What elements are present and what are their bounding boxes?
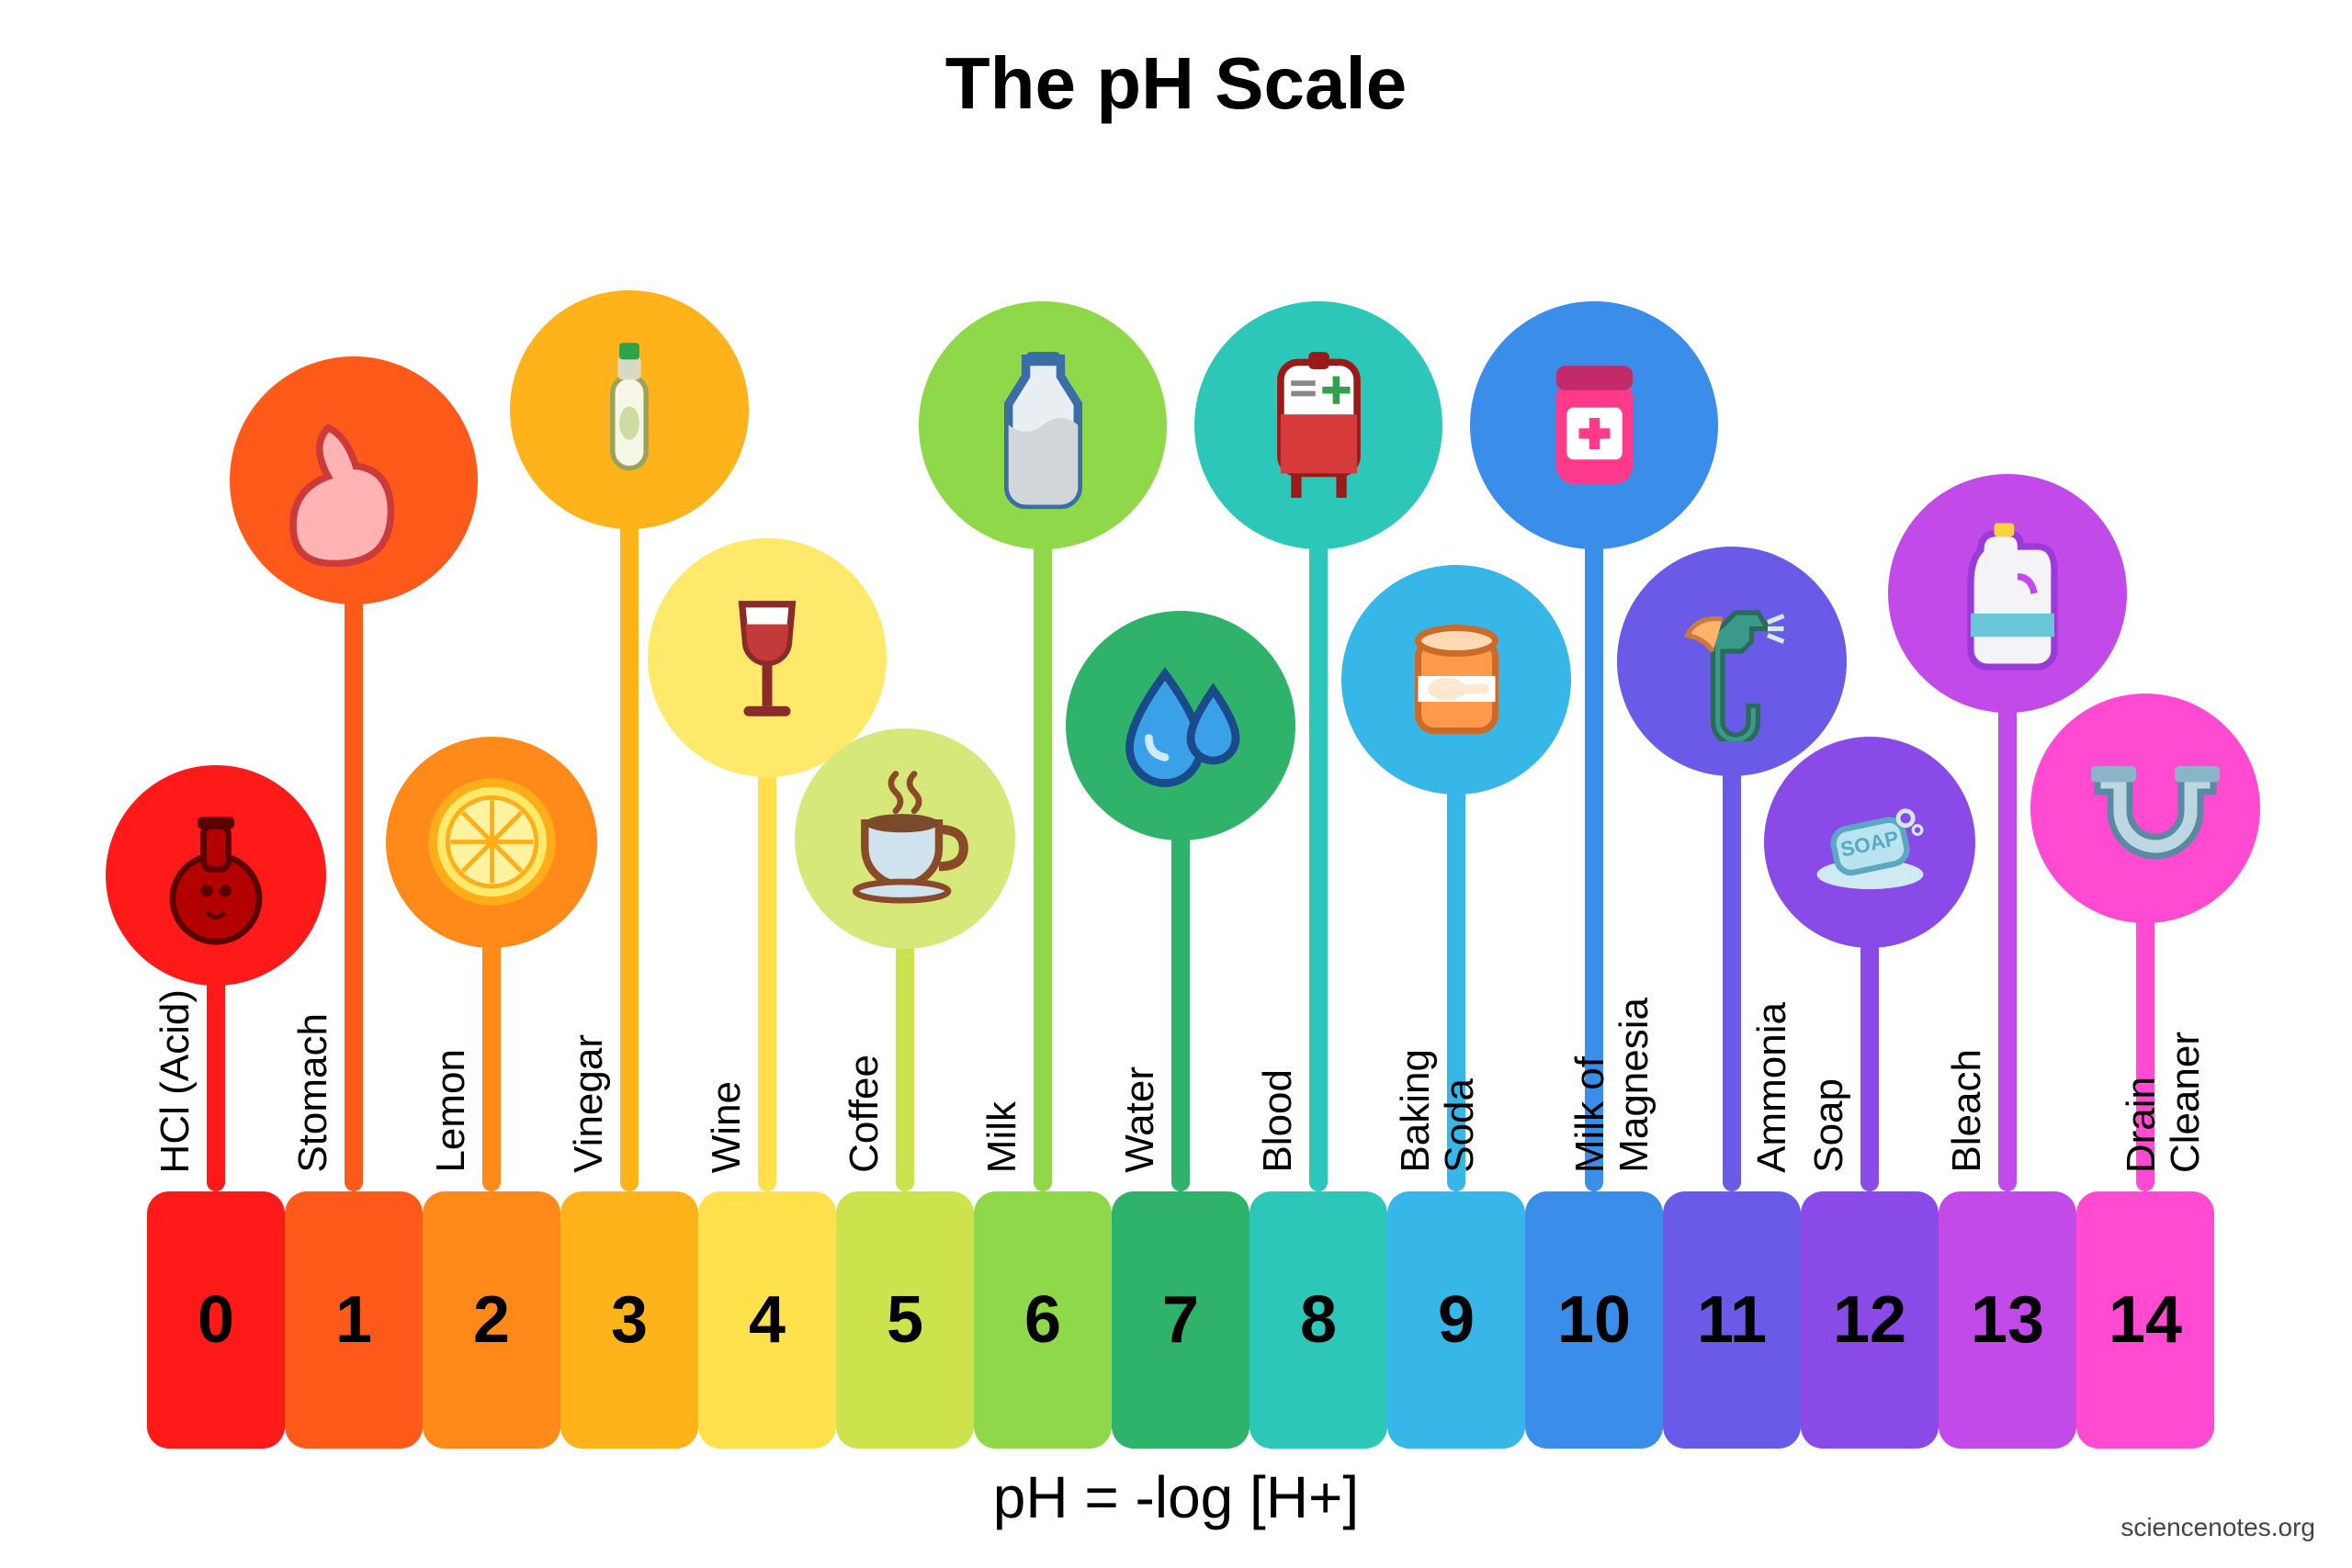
page-title: The pH Scale [945, 41, 1407, 126]
ph-number-6: 6 [1024, 1282, 1061, 1358]
ph-number-11: 11 [1697, 1282, 1767, 1358]
stem-6 [1034, 512, 1052, 1191]
ph-cell-3: 3 Vinegar [560, 1191, 698, 1449]
flask-icon [139, 798, 293, 953]
bubble-10 [1470, 301, 1718, 549]
ph-cell-4: 4 Wine [698, 1191, 836, 1449]
label-1: Stomach [290, 1013, 336, 1173]
ph-cell-9: 9 BakingSoda [1387, 1191, 1525, 1449]
bubble-1 [230, 356, 478, 604]
ph-number-2: 2 [473, 1282, 510, 1358]
stem-4 [758, 741, 776, 1191]
water-icon [1101, 645, 1261, 806]
ph-cell-14: 14 CleanerDrain [2076, 1191, 2214, 1449]
ph-cell-5: 5 Coffee [836, 1191, 974, 1449]
stomach-icon [267, 393, 441, 567]
label-7: Water [1117, 1066, 1163, 1173]
bleach-icon [1924, 510, 2091, 677]
coffee-icon [828, 761, 982, 916]
label-6: Milk [979, 1101, 1025, 1173]
bubble-9 [1341, 565, 1571, 795]
ph-cell-1: 1 Stomach [285, 1191, 423, 1449]
ph-cell-13: 13 Bleach [1939, 1191, 2076, 1449]
label-9: Soda [1437, 1078, 1483, 1173]
ph-number-10: 10 [1557, 1282, 1631, 1358]
label-4: Wine [704, 1081, 750, 1173]
bubble-7 [1066, 611, 1295, 840]
ph-number-0: 0 [198, 1282, 234, 1358]
bubble-2 [386, 737, 597, 948]
ph-number-8: 8 [1300, 1282, 1337, 1358]
bubble-11 [1617, 547, 1847, 776]
stem-2 [482, 916, 501, 1191]
soap-icon: SOAP [1796, 768, 1944, 916]
label-14: Drain [2119, 1077, 2165, 1173]
ph-cell-0: 0 HCl (Acid) [147, 1191, 285, 1449]
label-8: Blood [1255, 1069, 1301, 1173]
bubble-3 [510, 290, 749, 529]
stem-5 [896, 916, 914, 1191]
bubble-14 [2030, 694, 2260, 923]
ph-number-5: 5 [887, 1282, 923, 1358]
ph-number-14: 14 [2109, 1282, 2182, 1358]
label-9: Baking [1393, 1049, 1439, 1173]
stem-1 [345, 567, 363, 1191]
stem-3 [620, 493, 639, 1191]
label-3: Vinegar [566, 1034, 612, 1173]
medicine-icon [1508, 338, 1681, 512]
lemon-icon [418, 768, 566, 916]
ph-cell-11: 11 Ammonia [1663, 1191, 1801, 1449]
label-11: Ammonia [1749, 1002, 1795, 1173]
label-10: Milk of [1567, 1056, 1613, 1173]
stem-7 [1171, 806, 1190, 1191]
stem-12 [1860, 916, 1879, 1191]
ph-cell-10: 10 MagnesiaMilk of [1525, 1191, 1663, 1449]
bubble-5 [795, 728, 1015, 949]
label-0: HCl (Acid) [153, 989, 198, 1173]
label-14: Cleaner [2163, 1032, 2209, 1173]
ph-number-9: 9 [1438, 1282, 1475, 1358]
label-10: Magnesia [1611, 998, 1657, 1173]
bubble-0 [106, 765, 326, 986]
bubble-13 [1888, 474, 2127, 713]
wine-icon [684, 574, 851, 741]
ph-number-1: 1 [335, 1282, 372, 1358]
label-13: Bleach [1944, 1049, 1990, 1173]
ph-scale: 0 HCl (Acid)1 Stomach2 Lemon3 Vinegar4 W… [147, 1191, 2214, 1449]
formula-text: pH = -log [H+] [993, 1463, 1359, 1531]
bubble-8 [1194, 301, 1442, 549]
credit-text: sciencenotes.org [2120, 1513, 2315, 1542]
label-2: Lemon [428, 1049, 474, 1173]
ph-cell-8: 8 Blood [1250, 1191, 1387, 1449]
label-12: Soap [1806, 1078, 1852, 1173]
bubble-6 [919, 301, 1167, 549]
stem-8 [1309, 512, 1328, 1191]
ph-number-4: 4 [749, 1282, 786, 1358]
stem-11 [1723, 741, 1741, 1191]
bottle-icon [546, 326, 713, 493]
ph-cell-12: 12 SOAP Soap [1801, 1191, 1939, 1449]
blood-icon [1232, 338, 1406, 512]
stem-0 [207, 953, 225, 1191]
ph-number-7: 7 [1162, 1282, 1199, 1358]
bubble-12: SOAP [1764, 737, 1975, 948]
label-5: Coffee [842, 1055, 888, 1173]
ph-number-13: 13 [1971, 1282, 2044, 1358]
ph-cell-6: 6 Milk [974, 1191, 1112, 1449]
milk-icon [956, 338, 1130, 512]
ph-number-3: 3 [611, 1282, 648, 1358]
spray-icon [1652, 581, 1813, 741]
ph-cell-2: 2 Lemon [423, 1191, 560, 1449]
ph-cell-7: 7 Water [1112, 1191, 1250, 1449]
bakingsoda-icon [1376, 599, 1537, 760]
pipe-icon [2065, 728, 2226, 888]
stem-13 [1998, 677, 2017, 1191]
ph-number-12: 12 [1833, 1282, 1906, 1358]
